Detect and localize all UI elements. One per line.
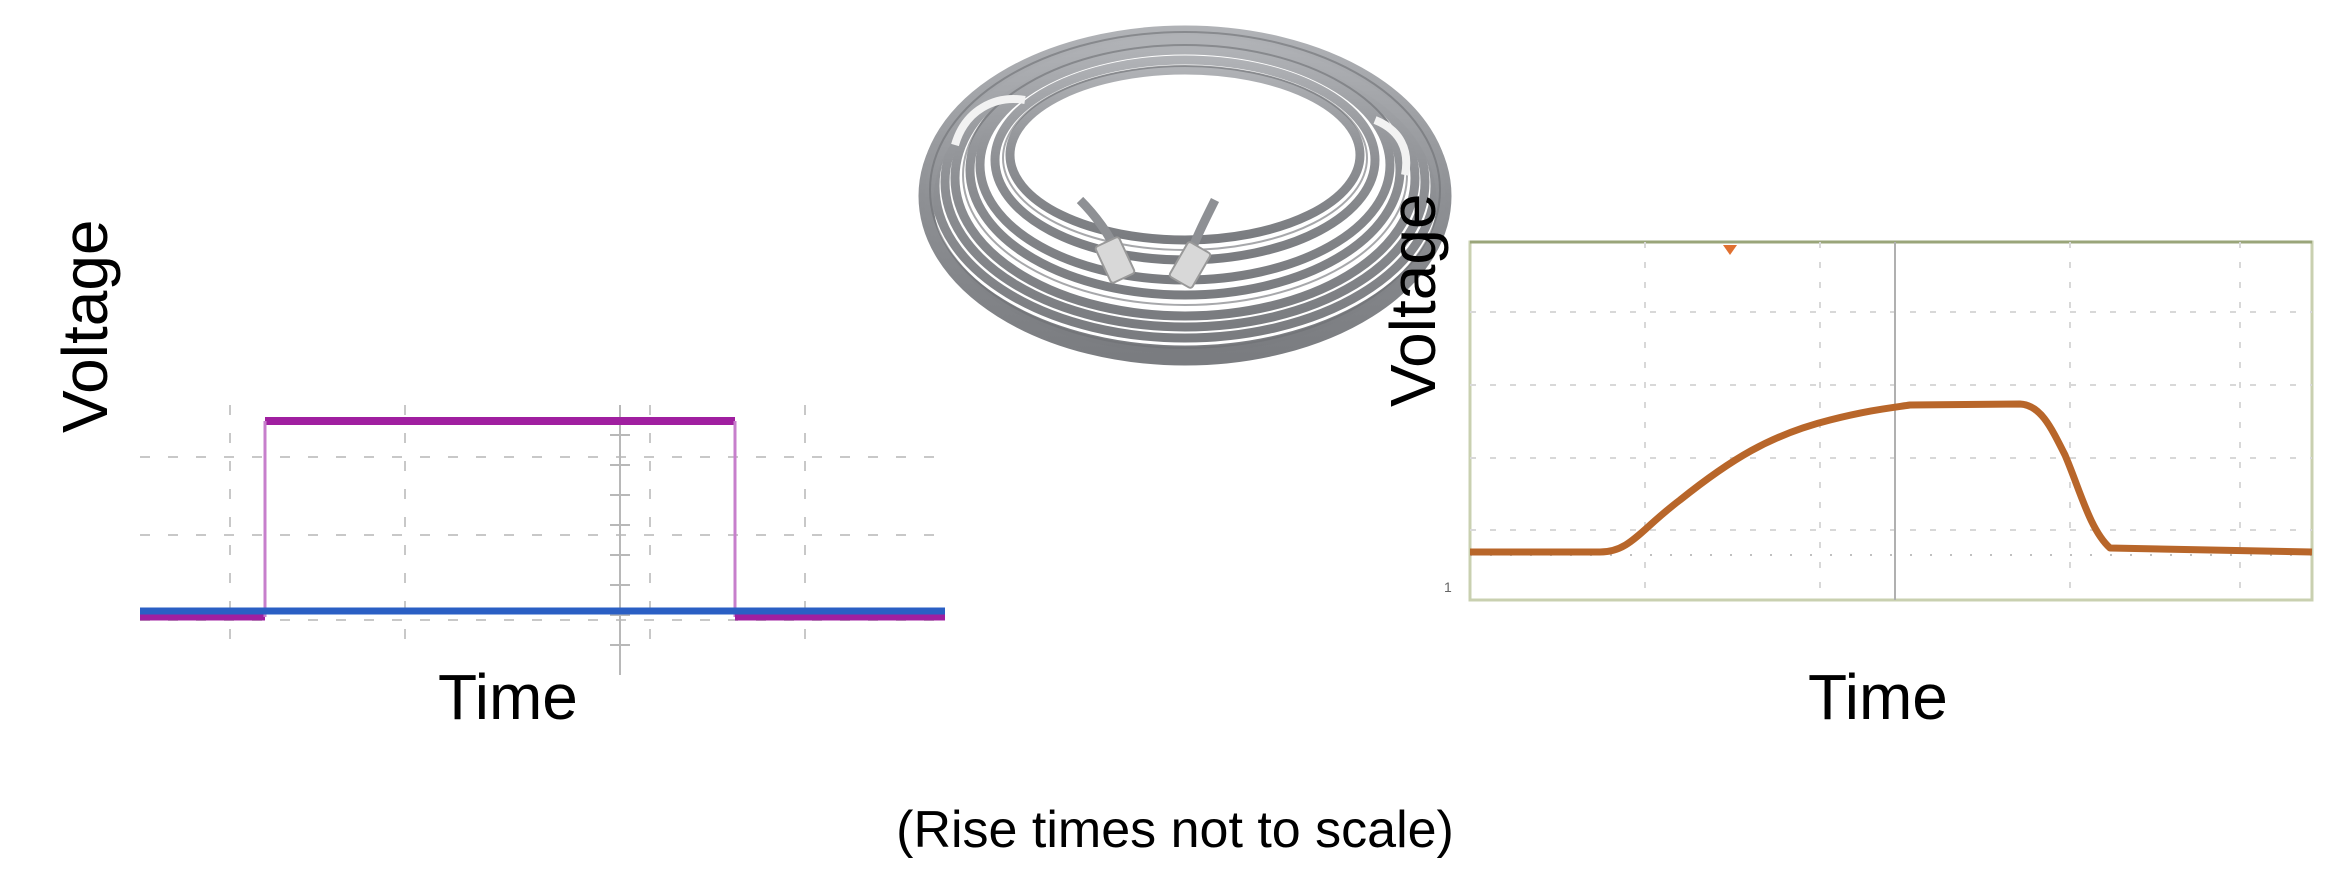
right-plot-trace	[1470, 400, 2313, 556]
trigger-marker-icon	[1723, 245, 1737, 255]
ethernet-cable-icon	[918, 25, 1452, 366]
cable-coil	[918, 25, 1452, 366]
right-plot-x-label: Time	[1808, 661, 1948, 733]
left-plot-grid	[140, 405, 940, 655]
channel-marker: 1	[1444, 579, 1452, 595]
left-plot-center-axis	[610, 405, 630, 675]
caption: (Rise times not to scale)	[896, 801, 1454, 859]
right-plot-grid	[1470, 242, 2312, 600]
left-plot-y-label: Voltage	[49, 219, 121, 433]
rj45-connectors	[1076, 196, 1220, 289]
left-plot-x-label: Time	[438, 661, 578, 733]
right-plot-y-label: Voltage	[1377, 193, 1449, 407]
left-plot-area	[140, 405, 945, 675]
cable-ties	[951, 95, 1411, 176]
right-plot-area: 1	[1444, 240, 2314, 602]
coil-inner-hole	[1045, 95, 1325, 205]
